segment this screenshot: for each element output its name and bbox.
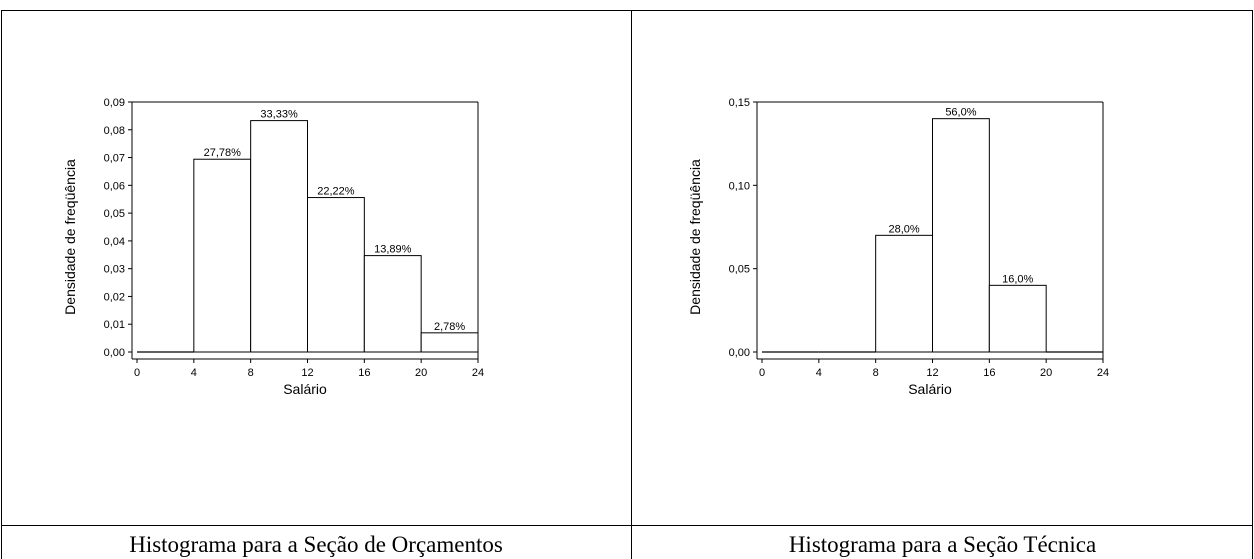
- chart0-x-tick-label: 16: [358, 367, 370, 379]
- chart0-y-tick-label: 0,03: [104, 264, 125, 276]
- chart1-y-tick-label: 0,05: [729, 264, 750, 276]
- chart1-bar: [932, 118, 990, 353]
- column-divider: [631, 10, 632, 559]
- chart1-x-tick-label: 24: [1097, 367, 1109, 379]
- chart0-y-tick-label: 0,05: [104, 208, 125, 220]
- chart0-bar-label: 22,22%: [317, 186, 355, 198]
- chart0-bar: [193, 158, 252, 353]
- chart0-bar-label: 27,78%: [204, 147, 242, 159]
- chart1-x-tick-label: 20: [1040, 367, 1052, 379]
- chart0-bar-label: 33,33%: [260, 109, 298, 121]
- chart1-x-tick-label: 16: [983, 367, 995, 379]
- chart0-bar: [250, 120, 309, 353]
- chart0-bar-label: 2,78%: [434, 321, 465, 333]
- chart0-x-tick-label: 24: [472, 367, 484, 379]
- caption-divider: [1, 525, 1253, 526]
- chart1-bar-label: 16,0%: [1002, 273, 1033, 285]
- chart0-x-tick-label: 20: [415, 367, 427, 379]
- chart0-x-axis-label: Salário: [283, 381, 327, 397]
- caption-tecnica: Histograma para a Seção Técnica: [788, 532, 1097, 557]
- chart1-y-tick-label: 0,10: [729, 180, 750, 192]
- chart1-x-tick-label: 12: [926, 367, 938, 379]
- chart1-y-axis-label: Densidade de freqüência: [687, 159, 703, 315]
- chart1-y-tick-label: 0,15: [729, 97, 750, 109]
- chart1-bar-label: 56,0%: [945, 107, 976, 119]
- chart1-y-tick-label: 0,00: [729, 347, 750, 359]
- chart0-y-tick-label: 0,09: [104, 97, 125, 109]
- chart0-x-tick-label: 0: [134, 367, 140, 379]
- chart0-y-tick-label: 0,07: [104, 153, 125, 165]
- histogram-orcamentos: 0,00 0,01 0,02 0,03 0,04 0,05 0,06 0,07 0,08 0,09…: [62, 97, 484, 397]
- chart1-bar: [988, 284, 1047, 353]
- chart0-bar: [420, 332, 479, 353]
- chart0-x-tick-label: 4: [191, 367, 197, 379]
- chart1-bar-label: 28,0%: [888, 223, 919, 235]
- chart0-y-axis-label: Densidade de freqüência: [62, 159, 78, 315]
- chart0-y-tick-label: 0,02: [104, 291, 125, 303]
- chart0-y-tick-label: 0,08: [104, 125, 125, 137]
- chart0-x-tick-label: 8: [248, 367, 254, 379]
- chart1-bar: [875, 234, 934, 353]
- chart1-x-axis-label: Salário: [908, 381, 952, 397]
- histogram-tecnica: 0,00 0,05 0,10 0,15 0 4 8 12 16 20 24 Salário Densid…: [687, 97, 1109, 397]
- chart0-y-tick-label: 0,06: [104, 180, 125, 192]
- chart0-bar: [363, 255, 422, 353]
- chart0-bar-label: 13,89%: [374, 244, 412, 256]
- caption-orcamentos: Histograma para a Seção de Orçamentos: [129, 532, 503, 557]
- chart0-bar: [307, 197, 365, 353]
- chart1-x-tick-label: 4: [816, 367, 822, 379]
- chart1-x-tick-label: 0: [759, 367, 765, 379]
- table-frame: [1, 10, 1253, 559]
- chart0-y-tick-label: 0,00: [104, 347, 125, 359]
- chart0-y-tick-label: 0,01: [104, 319, 125, 331]
- chart1-x-tick-label: 8: [873, 367, 879, 379]
- chart0-y-tick-label: 0,04: [104, 236, 125, 248]
- chart0-x-tick-label: 12: [301, 367, 313, 379]
